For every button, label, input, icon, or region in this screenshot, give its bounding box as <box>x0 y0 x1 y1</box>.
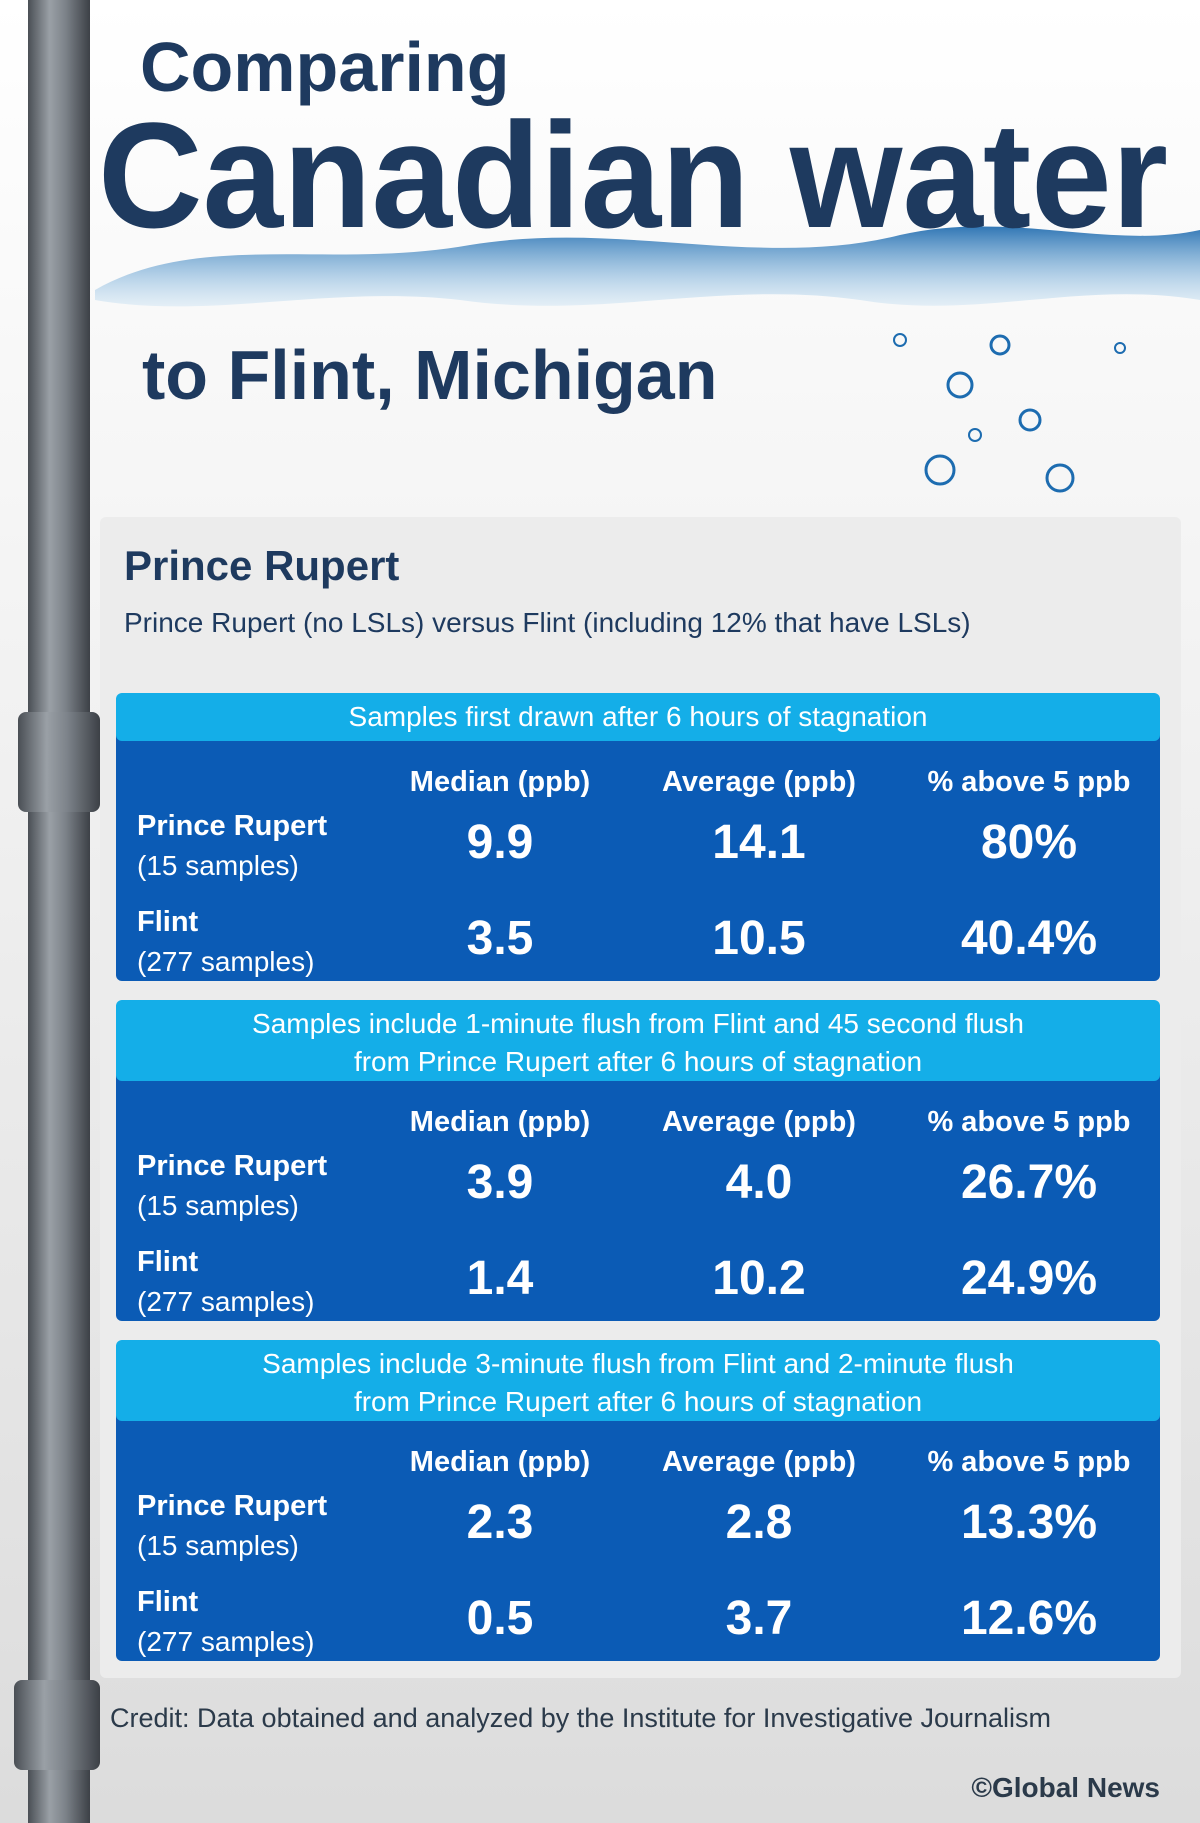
column-header: Average (ppb) <box>662 766 856 798</box>
table-body <box>116 1346 1160 1661</box>
cell-value: 2.8 <box>726 1496 793 1549</box>
table-caption-band <box>116 1340 1160 1421</box>
row-name: Flint <box>137 1586 199 1618</box>
row-samples: (15 samples) <box>137 850 299 881</box>
column-header: Median (ppb) <box>410 1106 590 1138</box>
cell-value: 10.5 <box>712 912 805 965</box>
cell-value: 3.7 <box>726 1592 793 1645</box>
row-name: Flint <box>137 906 199 938</box>
cell-value: 4.0 <box>726 1156 793 1209</box>
table-caption-band <box>116 1000 1160 1081</box>
title-line-1: Comparing <box>140 28 509 106</box>
cell-value: 10.2 <box>712 1252 805 1305</box>
credit: Credit: Data obtained and analyzed by th… <box>110 1703 1051 1733</box>
cell-value: 13.3% <box>961 1496 1097 1549</box>
column-header: % above 5 ppb <box>927 1106 1130 1138</box>
row-samples: (15 samples) <box>137 1190 299 1221</box>
water-splash <box>95 226 1200 493</box>
table-body <box>116 699 1160 981</box>
cell-value: 3.5 <box>467 912 534 965</box>
table-caption: Samples first drawn after 6 hours of sta… <box>349 701 928 732</box>
cell-value: 0.5 <box>467 1592 534 1645</box>
column-header: Median (ppb) <box>410 1446 590 1478</box>
panel-subtitle: Prince Rupert (no LSLs) versus Flint (in… <box>124 607 971 638</box>
column-header: % above 5 ppb <box>927 1446 1130 1478</box>
row-name: Flint <box>137 1246 199 1278</box>
row-name: Prince Rupert <box>137 810 327 842</box>
cell-value: 2.3 <box>467 1496 534 1549</box>
cell-value: 80% <box>981 816 1077 869</box>
title-line-2: Canadian water <box>98 91 1168 259</box>
row-samples: (277 samples) <box>137 1286 314 1317</box>
column-header: % above 5 ppb <box>927 766 1130 798</box>
table-body <box>116 1006 1160 1321</box>
cell-value: 12.6% <box>961 1592 1097 1645</box>
row-name: Prince Rupert <box>137 1490 327 1522</box>
row-samples: (15 samples) <box>137 1530 299 1561</box>
panel-title: Prince Rupert <box>124 542 399 589</box>
source: ©Global News <box>971 1772 1160 1803</box>
row-samples: (277 samples) <box>137 946 314 977</box>
cell-value: 24.9% <box>961 1252 1097 1305</box>
table-caption: Samples include 1-minute flush from Flin… <box>252 1008 1024 1039</box>
column-header: Median (ppb) <box>410 766 590 798</box>
cell-value: 26.7% <box>961 1156 1097 1209</box>
row-samples: (277 samples) <box>137 1626 314 1657</box>
cell-value: 40.4% <box>961 912 1097 965</box>
cell-value: 1.4 <box>467 1252 534 1305</box>
column-header: Average (ppb) <box>662 1106 856 1138</box>
title-line-3: to Flint, Michigan <box>142 336 717 414</box>
pipe <box>14 0 100 1823</box>
table-caption-band <box>116 693 1160 741</box>
cell-value: 14.1 <box>712 816 805 869</box>
tables: Samples first drawn after 6 hours of sta… <box>116 693 1160 1661</box>
cell-value: 9.9 <box>467 816 534 869</box>
column-header: Average (ppb) <box>662 1446 856 1478</box>
table-caption: from Prince Rupert after 6 hours of stag… <box>354 1046 922 1077</box>
row-name: Prince Rupert <box>137 1150 327 1182</box>
table-caption: Samples include 3-minute flush from Flin… <box>262 1348 1014 1379</box>
cell-value: 3.9 <box>467 1156 534 1209</box>
table-caption: from Prince Rupert after 6 hours of stag… <box>354 1386 922 1417</box>
